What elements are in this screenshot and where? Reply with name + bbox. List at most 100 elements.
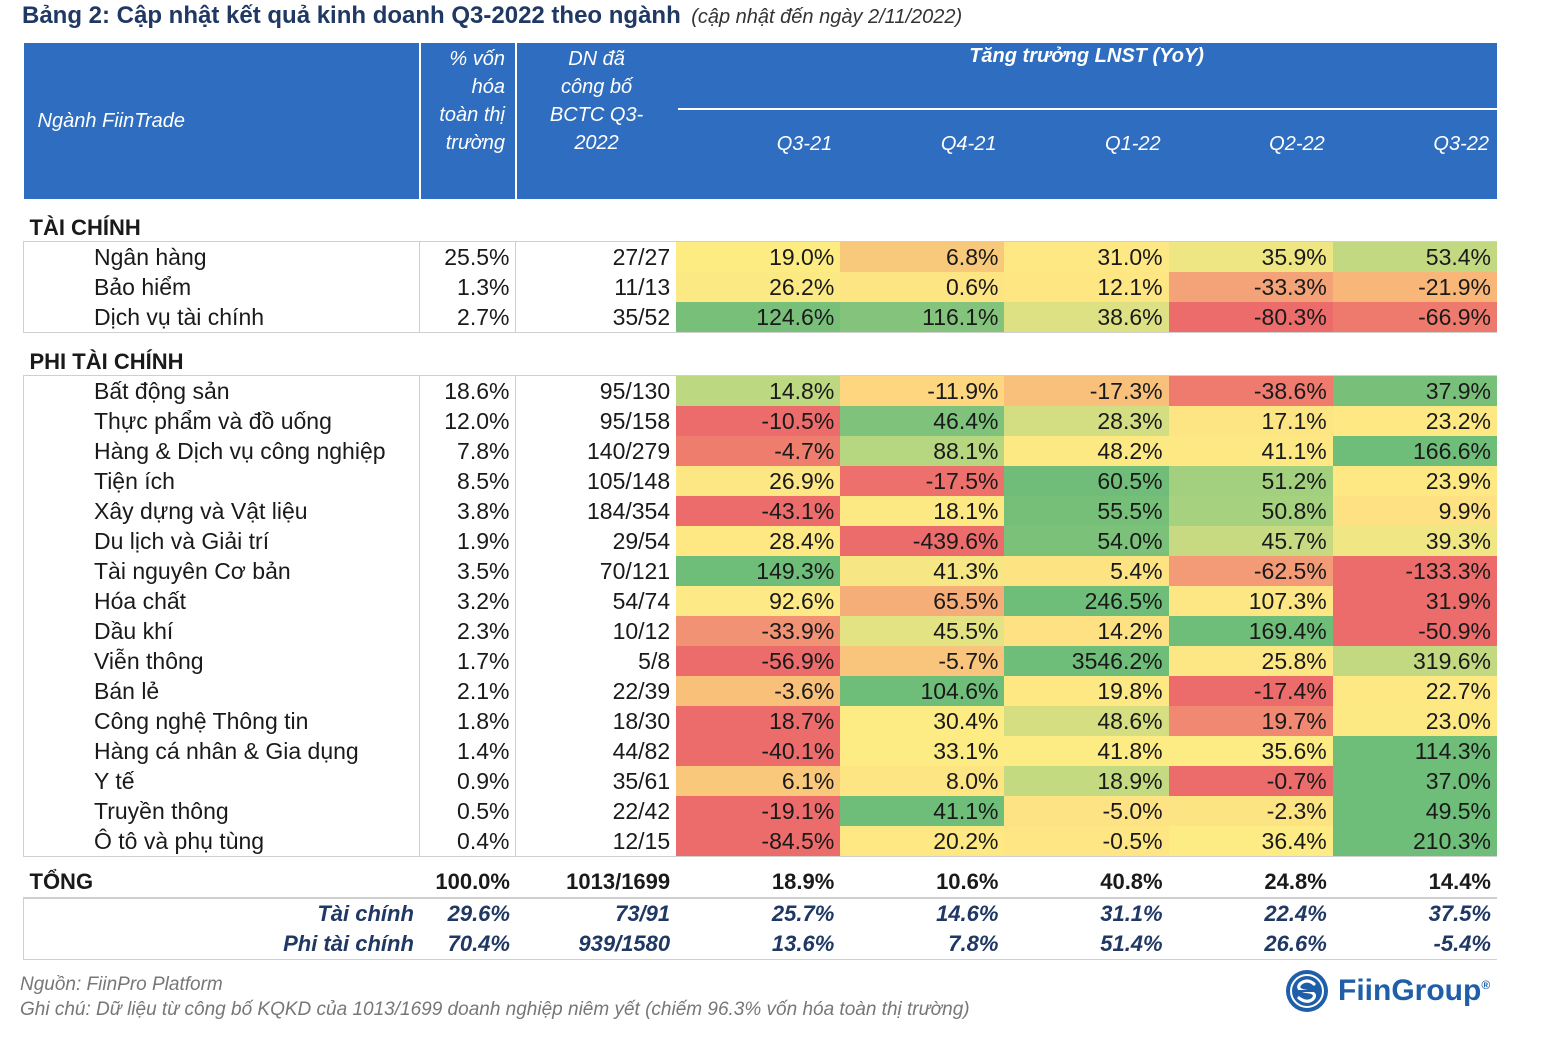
- market-cap-share: 1.9%: [419, 526, 517, 556]
- growth-cell: 55.5%: [1004, 496, 1169, 526]
- growth-cell: 41.1%: [1168, 436, 1333, 466]
- logo-text: FiinGroup®: [1338, 974, 1491, 1007]
- header-quarter: Q2-22: [1168, 129, 1333, 199]
- market-cap-share: 3.5%: [419, 556, 517, 586]
- published-count: 35/61: [612, 768, 671, 794]
- growth-cell: -17.4%: [1168, 676, 1333, 706]
- market-cap-share: 2.1%: [419, 676, 517, 706]
- industry-name: Hàng cá nhân & Gia dụng: [22, 736, 421, 766]
- table-row: Tài nguyên Cơ bản 3.5% 70/121 149.3% 41.3% 5.…: [22, 556, 1497, 586]
- industry-name: Công nghệ Thông tin: [22, 706, 421, 736]
- growth-cell: 319.6%: [1332, 646, 1497, 676]
- table-row: Hàng & Dịch vụ công nghiệp 7.8% 140/279 -4.…: [22, 436, 1497, 466]
- growth-cell: 88.1%: [840, 436, 1005, 466]
- growth-cell: 33.1%: [840, 736, 1005, 766]
- growth-cell: 6.1%: [676, 766, 841, 796]
- growth-cell: -10.5%: [676, 406, 841, 436]
- growth-cell: -33.3%: [1168, 272, 1333, 302]
- published-count: 54/74: [612, 588, 671, 614]
- published-count: 184/354: [587, 498, 671, 524]
- growth-cell: 48.2%: [1004, 436, 1169, 466]
- subtotal-dn: 939/1580: [515, 929, 677, 960]
- industry-name: Bảo hiểm: [22, 272, 421, 302]
- growth-cell: -33.9%: [676, 616, 841, 646]
- growth-cell: 169.4%: [1168, 616, 1333, 646]
- growth-cell: 38.6%: [1004, 302, 1169, 333]
- subtotal-pct: 70.4%: [419, 929, 516, 960]
- published-count: 70/121: [599, 558, 671, 584]
- subtotal-label: Phi tài chính: [22, 929, 420, 960]
- industry-name: Tài nguyên Cơ bản: [22, 556, 421, 586]
- growth-cell: 30.4%: [840, 706, 1005, 736]
- market-cap-share: 8.5%: [419, 466, 517, 496]
- growth-cell: -50.9%: [1332, 616, 1497, 646]
- total-growth: 40.8%: [1004, 856, 1169, 899]
- growth-cell: 60.5%: [1004, 466, 1169, 496]
- growth-cell: 19.7%: [1168, 706, 1333, 736]
- growth-cell: 35.9%: [1168, 241, 1333, 272]
- table-row: Bảo hiểm 1.3% 11/13 26.2% 0.6% 12.1% -33.3% -21…: [22, 272, 1497, 302]
- growth-cell: 17.1%: [1168, 406, 1333, 436]
- growth-cell: 28.3%: [1004, 406, 1169, 436]
- growth-cell: 18.7%: [676, 706, 841, 736]
- growth-cell: 14.8%: [676, 375, 841, 406]
- table-title: Bảng 2: Cập nhật kết quả kinh doanh Q3-2…: [22, 2, 962, 30]
- growth-cell: 23.9%: [1332, 466, 1497, 496]
- subtotal-growth: 22.4%: [1264, 901, 1327, 926]
- growth-cell: 14.2%: [1004, 616, 1169, 646]
- growth-cell: -133.3%: [1332, 556, 1497, 586]
- table-row: Ngân hàng 25.5% 27/27 19.0% 6.8% 31.0% 35.9% 53…: [22, 241, 1497, 272]
- fiingroup-logo: FiinGroup®: [1284, 968, 1490, 1014]
- growth-cell: 19.0%: [676, 241, 841, 272]
- growth-cell: 48.6%: [1004, 706, 1169, 736]
- total-growth: 14.4%: [1332, 856, 1497, 899]
- header-dn-published: DN đã công bố BCTC Q3- 2022: [515, 43, 677, 199]
- growth-cell: -4.7%: [676, 436, 841, 466]
- total-dn: 1013/1699: [515, 856, 677, 899]
- growth-cell: -62.5%: [1168, 556, 1333, 586]
- growth-cell: 104.6%: [840, 676, 1005, 706]
- table-row: Dầu khí 2.3% 10/12 -33.9% 45.5% 14.2% 169.4% -5…: [22, 616, 1497, 646]
- growth-cell: 20.2%: [840, 826, 1005, 857]
- growth-cell: 45.5%: [840, 616, 1005, 646]
- growth-cell: 37.0%: [1332, 766, 1497, 796]
- growth-cell: -56.9%: [676, 646, 841, 676]
- industry-name: Hàng & Dịch vụ công nghiệp: [22, 436, 421, 466]
- growth-cell: 28.4%: [676, 526, 841, 556]
- table-row: Bất động sản 18.6% 95/130 14.8% -11.9% -17.3%…: [22, 375, 1497, 406]
- growth-cell: -5.0%: [1004, 796, 1169, 826]
- subtotal-growth: 26.6%: [1168, 929, 1333, 960]
- growth-cell: -84.5%: [676, 826, 841, 857]
- table-row: Dịch vụ tài chính 2.7% 35/52 124.6% 116.1% 38…: [22, 302, 1497, 333]
- growth-cell: 19.8%: [1004, 676, 1169, 706]
- growth-cell: 25.8%: [1168, 646, 1333, 676]
- growth-cell: -66.9%: [1332, 302, 1497, 333]
- industry-name: Xây dựng và Vật liệu: [22, 496, 421, 526]
- subtotal-row: Phi tài chính 70.4% 939/1580 13.6% 7.8% 51.4%…: [22, 929, 1497, 960]
- market-cap-share: 1.3%: [419, 272, 517, 302]
- table-row: Y tế 0.9% 35/61 6.1% 8.0% 18.9% -0.7% 37.0%: [22, 766, 1497, 796]
- published-count: 35/52: [515, 302, 677, 333]
- published-count: 95/130: [599, 378, 671, 404]
- table-row: Truyền thông 0.5% 22/42 -19.1% 41.1% -5.0% -2.…: [22, 796, 1497, 826]
- industry-name: Ô tô và phụ tùng: [22, 826, 421, 857]
- source-note: Nguồn: FiinPro Platform: [20, 974, 223, 995]
- title-sub: (cập nhật đến ngày 2/11/2022): [691, 6, 963, 28]
- published-count: 44/82: [612, 738, 671, 764]
- total-growth: 10.6%: [840, 856, 1005, 899]
- title-main: Bảng 2: Cập nhật kết quả kinh doanh Q3-2…: [22, 2, 681, 29]
- market-cap-share: 3.8%: [419, 496, 517, 526]
- growth-cell: -0.7%: [1168, 766, 1333, 796]
- growth-cell: 114.3%: [1332, 736, 1497, 766]
- growth-cell: 41.8%: [1004, 736, 1169, 766]
- growth-cell: -11.9%: [840, 375, 1005, 406]
- growth-cell: 9.9%: [1332, 496, 1497, 526]
- growth-cell: 36.4%: [1168, 826, 1333, 857]
- industry-name: Bất động sản: [22, 375, 421, 406]
- market-cap-share: 2.7%: [419, 302, 517, 333]
- growth-cell: 31.9%: [1332, 586, 1497, 616]
- header-growth-group: Tăng trưởng LNST (YoY): [676, 43, 1497, 129]
- table-row: Viễn thông 1.7% 5/8 -56.9% -5.7% 3546.2% 25.8%…: [22, 646, 1497, 676]
- industry-name: Dịch vụ tài chính: [22, 302, 421, 333]
- total-pct: 100.0%: [419, 856, 516, 899]
